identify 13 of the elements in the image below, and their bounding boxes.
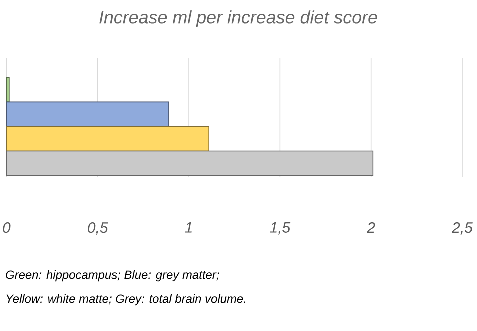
- bar: [6, 126, 210, 152]
- x-tick-label: 0,5: [88, 222, 108, 235]
- bar: [6, 77, 10, 103]
- x-tick-label: 1: [185, 222, 192, 233]
- x-tick-label: 2: [367, 222, 376, 233]
- chart-title: Increase ml per increase diet score: [100, 10, 378, 28]
- x-tick-label: 1,5: [270, 222, 291, 235]
- text: Yellow: white matte; Grey: total brain volume.: [6, 294, 246, 306]
- bar: [6, 102, 170, 128]
- text: Green: hippocampus; Blue: grey matter;: [6, 270, 220, 282]
- bar: [6, 150, 374, 176]
- x-tick-label: 2,5: [452, 222, 473, 235]
- x-tick-label: 0: [3, 222, 11, 234]
